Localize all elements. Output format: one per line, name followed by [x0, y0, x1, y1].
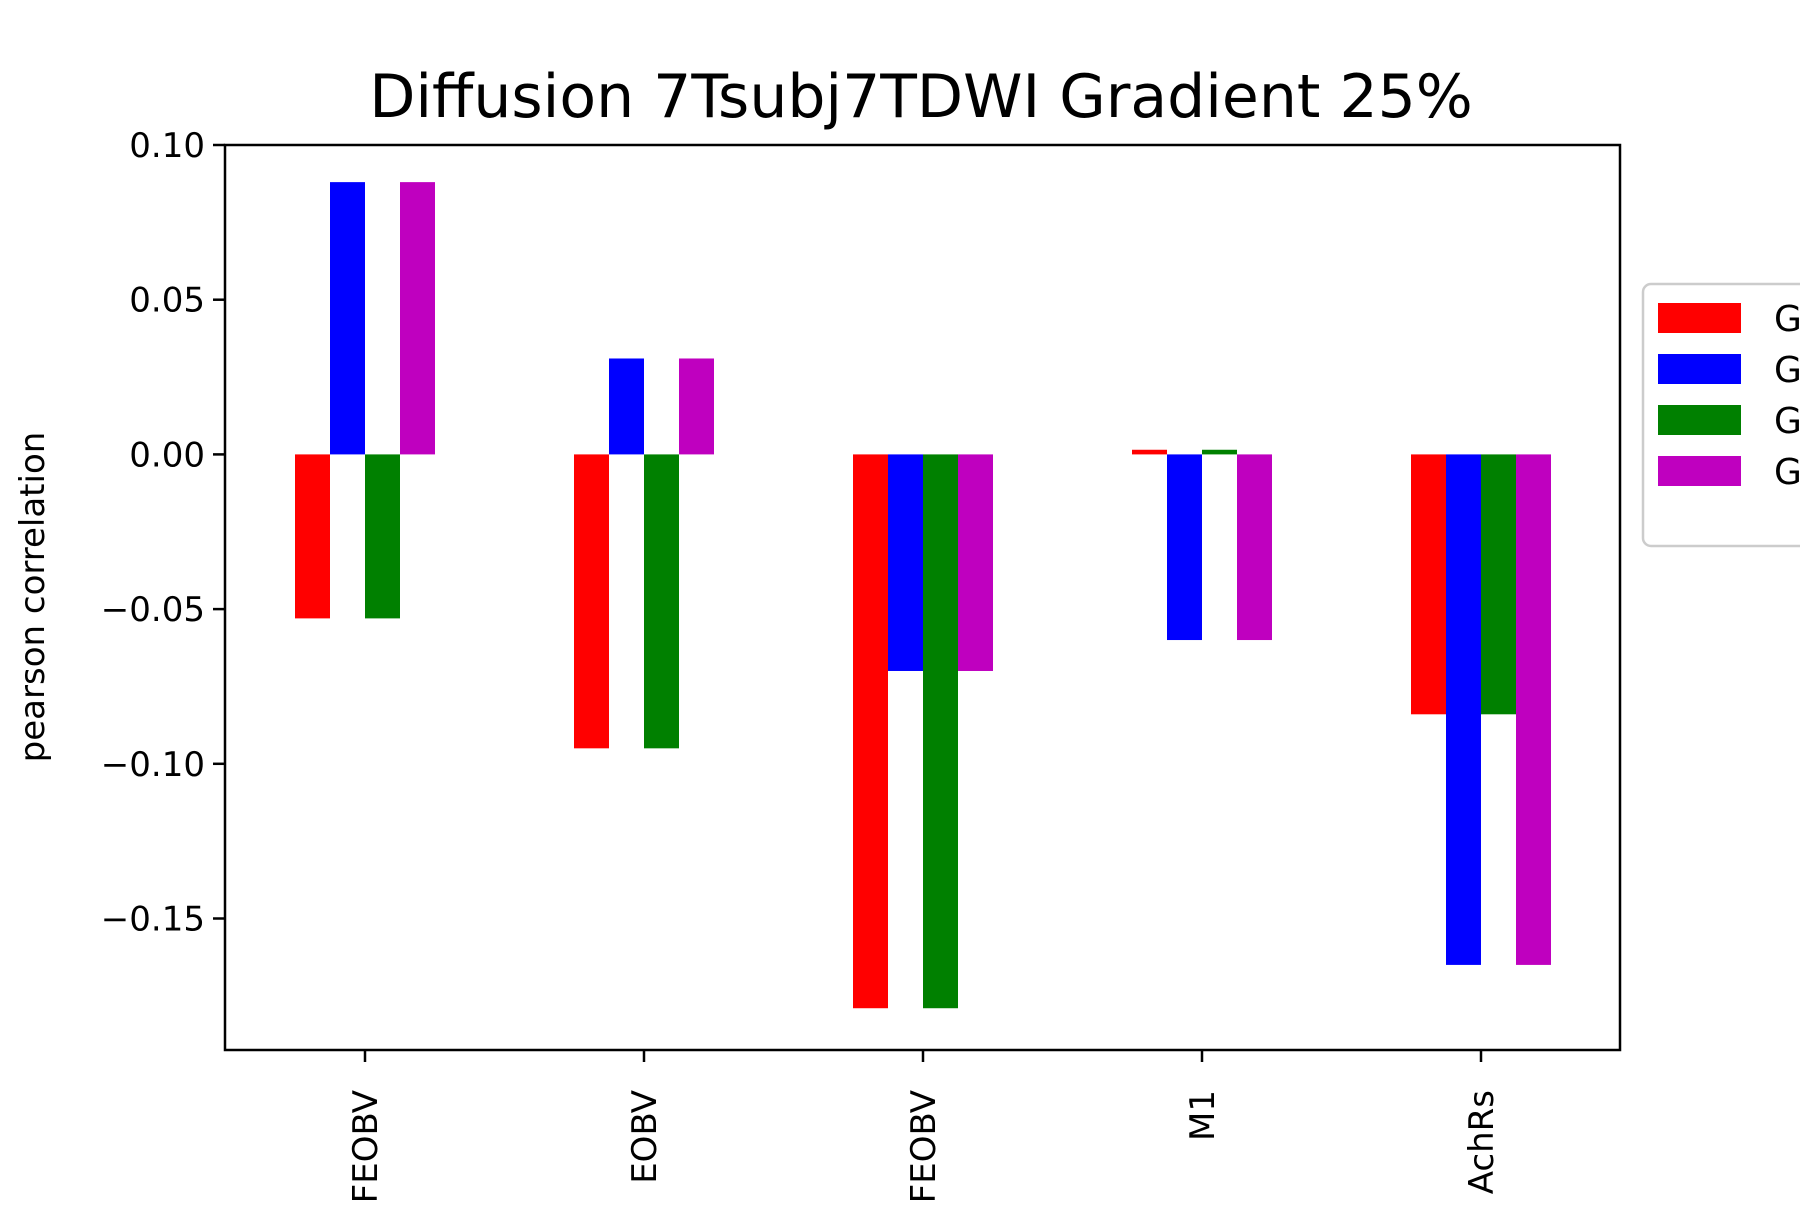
- bar-series-2-cat-3: [888, 454, 923, 671]
- bar-series-2-cat-4: [1167, 454, 1202, 641]
- y-tick-label: −0.10: [101, 745, 205, 785]
- bar-series-4-cat-4: [1237, 454, 1272, 641]
- y-axis-label: pearson correlation: [13, 432, 53, 763]
- y-tick-label: −0.05: [101, 590, 205, 630]
- legend-swatch: [1658, 456, 1741, 486]
- bar-series-1-cat-5: [1411, 454, 1446, 715]
- bars-group: [295, 182, 1551, 1009]
- y-ticks-group: 0.10 0.05 0.00 −0.05 −0.10 −0.15: [101, 126, 225, 940]
- x-tick-label: AchRs: [1462, 1090, 1502, 1194]
- bar-series-4-cat-2: [679, 358, 714, 455]
- bar-series-3-cat-4: [1202, 449, 1237, 455]
- y-tick-label: −0.15: [101, 900, 205, 940]
- bar-series-2-cat-1: [330, 182, 365, 455]
- legend-swatch: [1658, 405, 1741, 435]
- bar-series-3-cat-5: [1481, 454, 1516, 715]
- x-tick-label: M1: [1183, 1090, 1223, 1141]
- legend-swatch: [1658, 354, 1741, 384]
- x-tick-label: FEOBV: [346, 1090, 386, 1200]
- bar-series-4-cat-3: [958, 454, 993, 671]
- bar-series-1-cat-2: [574, 454, 609, 749]
- legend-label: G: [1774, 452, 1800, 493]
- bar-series-4-cat-5: [1516, 454, 1551, 965]
- legend-label: G: [1774, 299, 1800, 340]
- legend-label: G: [1774, 350, 1800, 391]
- legend-label: G: [1774, 401, 1800, 442]
- y-tick-label: 0.10: [129, 126, 205, 166]
- bar-series-2-cat-5: [1446, 454, 1481, 965]
- chart-title: Diffusion 7Tsubj7TDWI Gradient 25%: [369, 62, 1473, 132]
- x-tick-label: FEOBV: [904, 1090, 944, 1200]
- legend-swatch: [1658, 303, 1741, 333]
- bar-series-4-cat-1: [400, 182, 435, 455]
- y-tick-label: 0.05: [129, 281, 205, 321]
- x-ticks-group: FEOBV EOBV FEOBV M1 AchRs: [346, 1050, 1502, 1203]
- bar-series-3-cat-3: [923, 454, 958, 1009]
- bar-series-3-cat-2: [644, 454, 679, 749]
- bar-series-3-cat-1: [365, 454, 400, 619]
- y-tick-label: 0.00: [129, 435, 205, 475]
- bar-series-1-cat-4: [1132, 449, 1167, 455]
- bar-series-2-cat-2: [609, 358, 644, 455]
- bar-series-1-cat-3: [853, 454, 888, 1009]
- bar-series-1-cat-1: [295, 454, 330, 619]
- x-tick-label: EOBV: [625, 1090, 665, 1184]
